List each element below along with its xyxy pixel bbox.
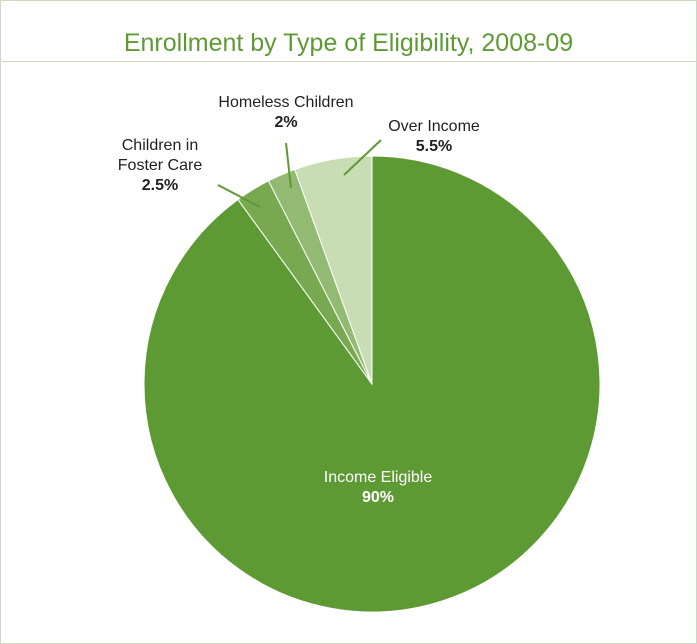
title-band: Enrollment by Type of Eligibility, 2008-… — [1, 1, 696, 62]
slice-label-homeless-children: Homeless Children — [218, 94, 353, 111]
leader-line-homeless-children — [285, 142, 292, 189]
slice-label-over-income: Over Income — [388, 118, 480, 135]
slice-labels: Income Eligible 90% Children in Foster Care… — [118, 94, 480, 506]
leader-line-children-in-foster-care — [217, 184, 261, 208]
slice-value-children-in-foster-care: 2.5% — [142, 177, 178, 194]
chart-title: Enrollment by Type of Eligibility, 2008-… — [123, 29, 574, 57]
slice-label-children-in-foster-care-line-2: Foster Care — [118, 157, 203, 174]
slice-value-homeless-children: 2% — [274, 114, 297, 131]
pie-slices — [143, 155, 601, 613]
slice-label-children-in-foster-care-line-1: Children in — [122, 137, 198, 154]
slice-label-income-eligible: Income Eligible — [324, 469, 433, 486]
slice-value-over-income: 5.5% — [416, 138, 452, 155]
slice-value-income-eligible: 90% — [362, 489, 394, 506]
leader-line-over-income — [343, 139, 382, 176]
pie-slice-over-income — [294, 155, 373, 385]
leader-lines — [217, 139, 382, 208]
